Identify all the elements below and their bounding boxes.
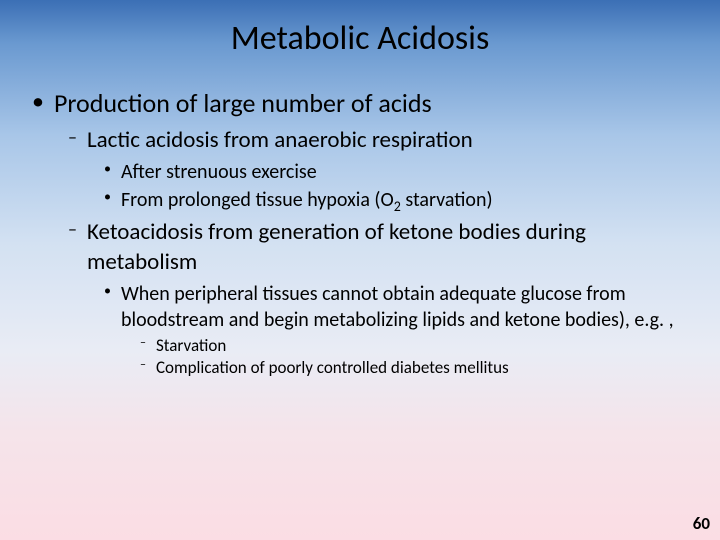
bullet-level3: • When peripheral tissues cannot obtain … [104,281,696,333]
bullet-text: Starvation [156,335,696,357]
bullet-level2: – Lactic acidosis from anaerobic respira… [68,126,696,155]
bullet-glyph: – [140,337,146,349]
bullet-level3: • From prolonged tissue hypoxia (O2 star… [104,187,696,216]
bullet-text: Ketoacidosis from generation of ketone b… [87,218,696,277]
bullet-level1: • Production of large number of acids [32,87,696,120]
bullet-text: When peripheral tissues cannot obtain ad… [121,281,696,333]
bullet-text: Lactic acidosis from anaerobic respirati… [87,126,696,155]
bullet-text: From prolonged tissue hypoxia (O2 starva… [121,187,696,216]
bullet-text: Production of large number of acids [54,87,696,120]
bullet-glyph: – [68,220,77,238]
bullet-level4: – Complication of poorly controlled diab… [140,357,696,379]
bullet-text: After strenuous exercise [121,159,696,185]
text-fragment: starvation) [401,188,493,212]
bullet-glyph: • [104,190,111,204]
bullet-level4: – Starvation [140,335,696,357]
text-fragment: From prolonged tissue hypoxia (O [121,188,394,212]
bullet-glyph: • [104,284,111,298]
bullet-level3: • After strenuous exercise [104,159,696,185]
subscript: 2 [394,198,401,215]
bullet-glyph: • [104,162,111,176]
page-number: 60 [693,513,710,534]
bullet-glyph: – [140,359,146,371]
bullet-glyph: – [68,128,77,146]
bullet-glyph: • [32,90,44,114]
bullet-level2: – Ketoacidosis from generation of ketone… [68,218,696,277]
slide-title: Metabolic Acidosis [24,18,696,59]
bullet-text: Complication of poorly controlled diabet… [156,357,696,379]
